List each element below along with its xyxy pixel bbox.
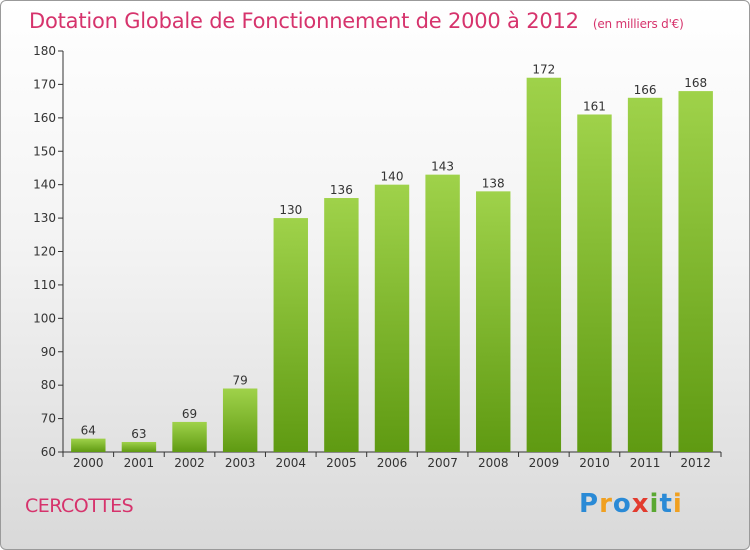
bar xyxy=(627,97,663,453)
y-tick-label: 160 xyxy=(33,111,56,125)
data-label: 130 xyxy=(279,203,302,217)
data-label: 168 xyxy=(684,76,707,90)
x-tick-label: 2002 xyxy=(174,456,205,470)
bar xyxy=(273,218,308,452)
x-tick-label: 2010 xyxy=(579,456,610,470)
chart-subtitle: (en milliers d'€) xyxy=(592,17,684,31)
bar xyxy=(222,388,258,452)
data-label: 172 xyxy=(532,63,555,77)
x-tick-label: 2012 xyxy=(680,456,711,470)
chart-bars xyxy=(71,77,713,453)
data-label: 140 xyxy=(381,170,404,184)
bar xyxy=(374,184,410,452)
chart-data-labels: 64 63 69 79 130 136 140 143 138 172 161 166 168 xyxy=(81,63,707,441)
x-tick-label: 2005 xyxy=(326,456,357,470)
logo-letter: i xyxy=(672,489,683,519)
bar xyxy=(678,91,713,452)
data-label: 143 xyxy=(431,160,454,174)
x-tick-label: 2000 xyxy=(73,456,104,470)
y-tick-label: 180 xyxy=(33,44,56,58)
x-tick-label: 2007 xyxy=(427,456,458,470)
data-label: 138 xyxy=(482,176,505,190)
chart-title: Dotation Globale de Fonctionnement de 20… xyxy=(29,9,684,33)
data-label: 166 xyxy=(634,83,657,97)
logo-letter: x xyxy=(631,489,650,519)
data-label: 136 xyxy=(330,183,353,197)
x-tick-label: 2004 xyxy=(275,456,306,470)
logo-letter: t xyxy=(659,489,673,519)
x-tick-label: 2008 xyxy=(478,456,509,470)
x-tick-label: 2001 xyxy=(124,456,155,470)
y-tick-label: 90 xyxy=(41,345,56,359)
y-tick-label: 130 xyxy=(33,211,56,225)
bar xyxy=(577,114,612,452)
data-label: 69 xyxy=(182,407,197,421)
logo-letter: P xyxy=(579,489,600,519)
y-tick-label: 140 xyxy=(33,178,56,192)
data-label: 63 xyxy=(131,427,146,441)
y-tick-label: 170 xyxy=(33,77,56,91)
bar xyxy=(121,441,157,452)
y-tick-label: 80 xyxy=(41,378,56,392)
bar xyxy=(425,174,460,452)
x-tick-label: 2003 xyxy=(225,456,256,470)
logo-letter: i xyxy=(649,489,660,519)
logo-letter: r xyxy=(599,489,613,519)
y-tick-label: 110 xyxy=(33,278,56,292)
data-label: 161 xyxy=(583,99,606,113)
chart-axes: 60 70 80 90 100 110 120 130 140 150 160 170 180 2000 2… xyxy=(33,44,722,470)
y-tick-label: 120 xyxy=(33,245,56,259)
proxiti-logo: Proxiti xyxy=(579,489,683,519)
bar xyxy=(71,438,106,452)
bar xyxy=(324,198,359,452)
bar xyxy=(476,191,511,452)
bar xyxy=(526,77,562,452)
y-tick-label: 150 xyxy=(33,144,56,158)
x-tick-label: 2011 xyxy=(630,456,661,470)
bar xyxy=(172,421,207,452)
y-tick-label: 70 xyxy=(41,412,56,426)
y-tick-label: 60 xyxy=(41,445,56,459)
chart-title-text: Dotation Globale de Fonctionnement de 20… xyxy=(29,9,579,33)
y-tick-label: 100 xyxy=(33,311,56,325)
commune-name: CERCOTTES xyxy=(25,495,134,517)
logo-letter: o xyxy=(612,489,632,519)
data-label: 64 xyxy=(81,424,96,438)
data-label: 79 xyxy=(233,374,248,388)
x-tick-label: 2009 xyxy=(529,456,560,470)
x-tick-label: 2006 xyxy=(377,456,408,470)
